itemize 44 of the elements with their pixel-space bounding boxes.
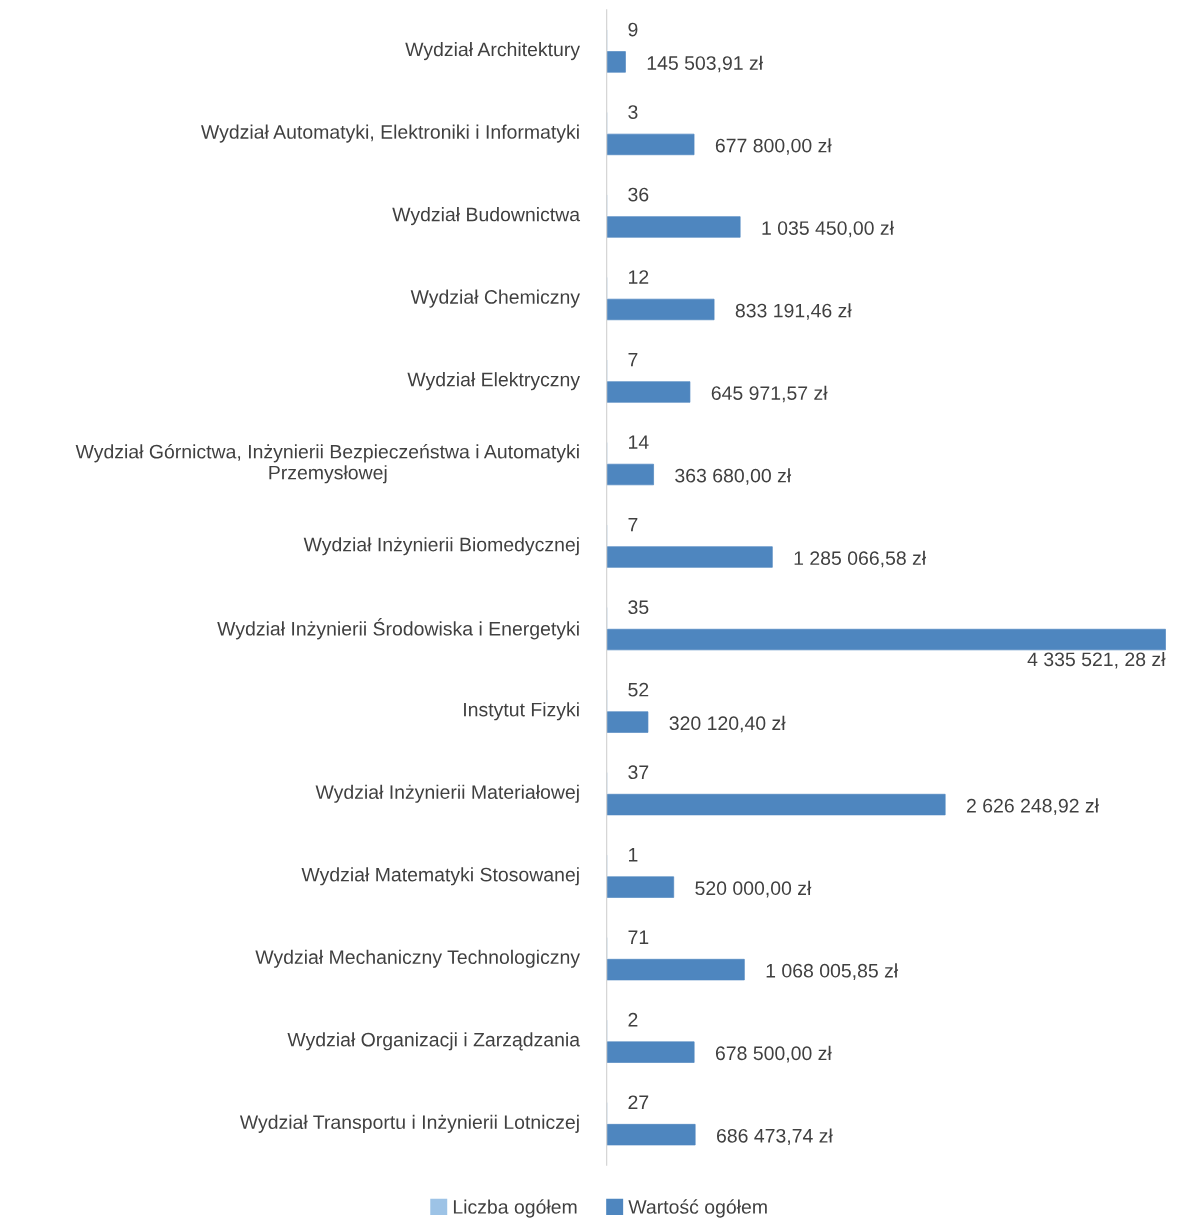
data-label: 7	[628, 517, 638, 532]
y-tick-label: Wydział Górnictwa, Inżynierii Bezpieczeństwa i Automatyki Przemysłowej	[75, 444, 579, 484]
y-tick-label: Wydział Mechaniczny Technologiczny	[255, 949, 581, 968]
data-label: 833 191,46 zł	[735, 303, 852, 320]
y-tick-label: Wydział Organizacji i Zarządzania	[287, 1032, 581, 1051]
data-label: 3	[628, 105, 638, 119]
data-label: 7	[628, 352, 638, 367]
y-tick-label: Wydział Matematyki Stosowanej	[301, 867, 579, 886]
data-label: 27	[628, 1095, 649, 1109]
y-tick-label: Wydział Architektury	[405, 42, 581, 61]
y-tick-label: Wydział Automatyki, Elektroniki i Informatyki	[201, 124, 579, 143]
data-label: 2 626 248,92 zł	[966, 798, 1099, 815]
y-tick-label: Wydział Inżynierii Środowiska i Energetyki	[217, 617, 579, 640]
data-label: 1 035 450,00 zł	[762, 220, 894, 238]
y-tick-label: Wydział Chemiczny	[410, 289, 581, 308]
data-label: 1 285 066,58 zł	[794, 550, 927, 568]
data-label: 12	[629, 270, 649, 284]
data-label: 2	[628, 1012, 638, 1027]
data-label: 645 971,57 zł	[711, 385, 828, 403]
y-tick-label: Wydział Transportu i Inżynierii Lotniczej	[239, 1114, 579, 1133]
data-label: 4 335 521, 28 zł	[1027, 651, 1166, 669]
y-tick-label: Instytut Fizyki	[464, 702, 579, 721]
data-label: 520 000,00 zł	[695, 880, 812, 898]
data-label: 35	[628, 600, 649, 615]
data-label: 320 120,40 zł	[669, 715, 786, 733]
data-label: 145 503,91 zł	[647, 55, 763, 73]
data-label: 52	[628, 682, 649, 697]
y-tick-label: Wydział Elektryczny	[407, 372, 581, 391]
data-label: 363 680,00 zł	[675, 468, 792, 485]
data-label: 1 068 005,85 zł	[766, 963, 899, 980]
data-label: 686 473,74 zł	[716, 1128, 833, 1145]
data-label: 677 800,00 zł	[715, 138, 832, 155]
data-label: 678 500,00 zł	[715, 1045, 832, 1063]
y-tick-label: Wydział Inżynierii Biomedycznej	[303, 537, 579, 556]
data-label: 9	[628, 22, 638, 37]
data-label: 1	[629, 848, 638, 862]
legend-label: Wartość ogółem	[628, 1199, 767, 1218]
legend-label: Liczba ogółem	[453, 1199, 577, 1218]
data-label: 36	[628, 187, 649, 202]
data-label: 14	[629, 435, 649, 449]
data-label: 71	[628, 930, 649, 944]
data-label: 37	[628, 765, 649, 780]
y-tick-label: Wydział Inżynierii Materiałowej	[315, 784, 579, 803]
y-tick-label: Wydział Budownictwa	[392, 207, 581, 226]
